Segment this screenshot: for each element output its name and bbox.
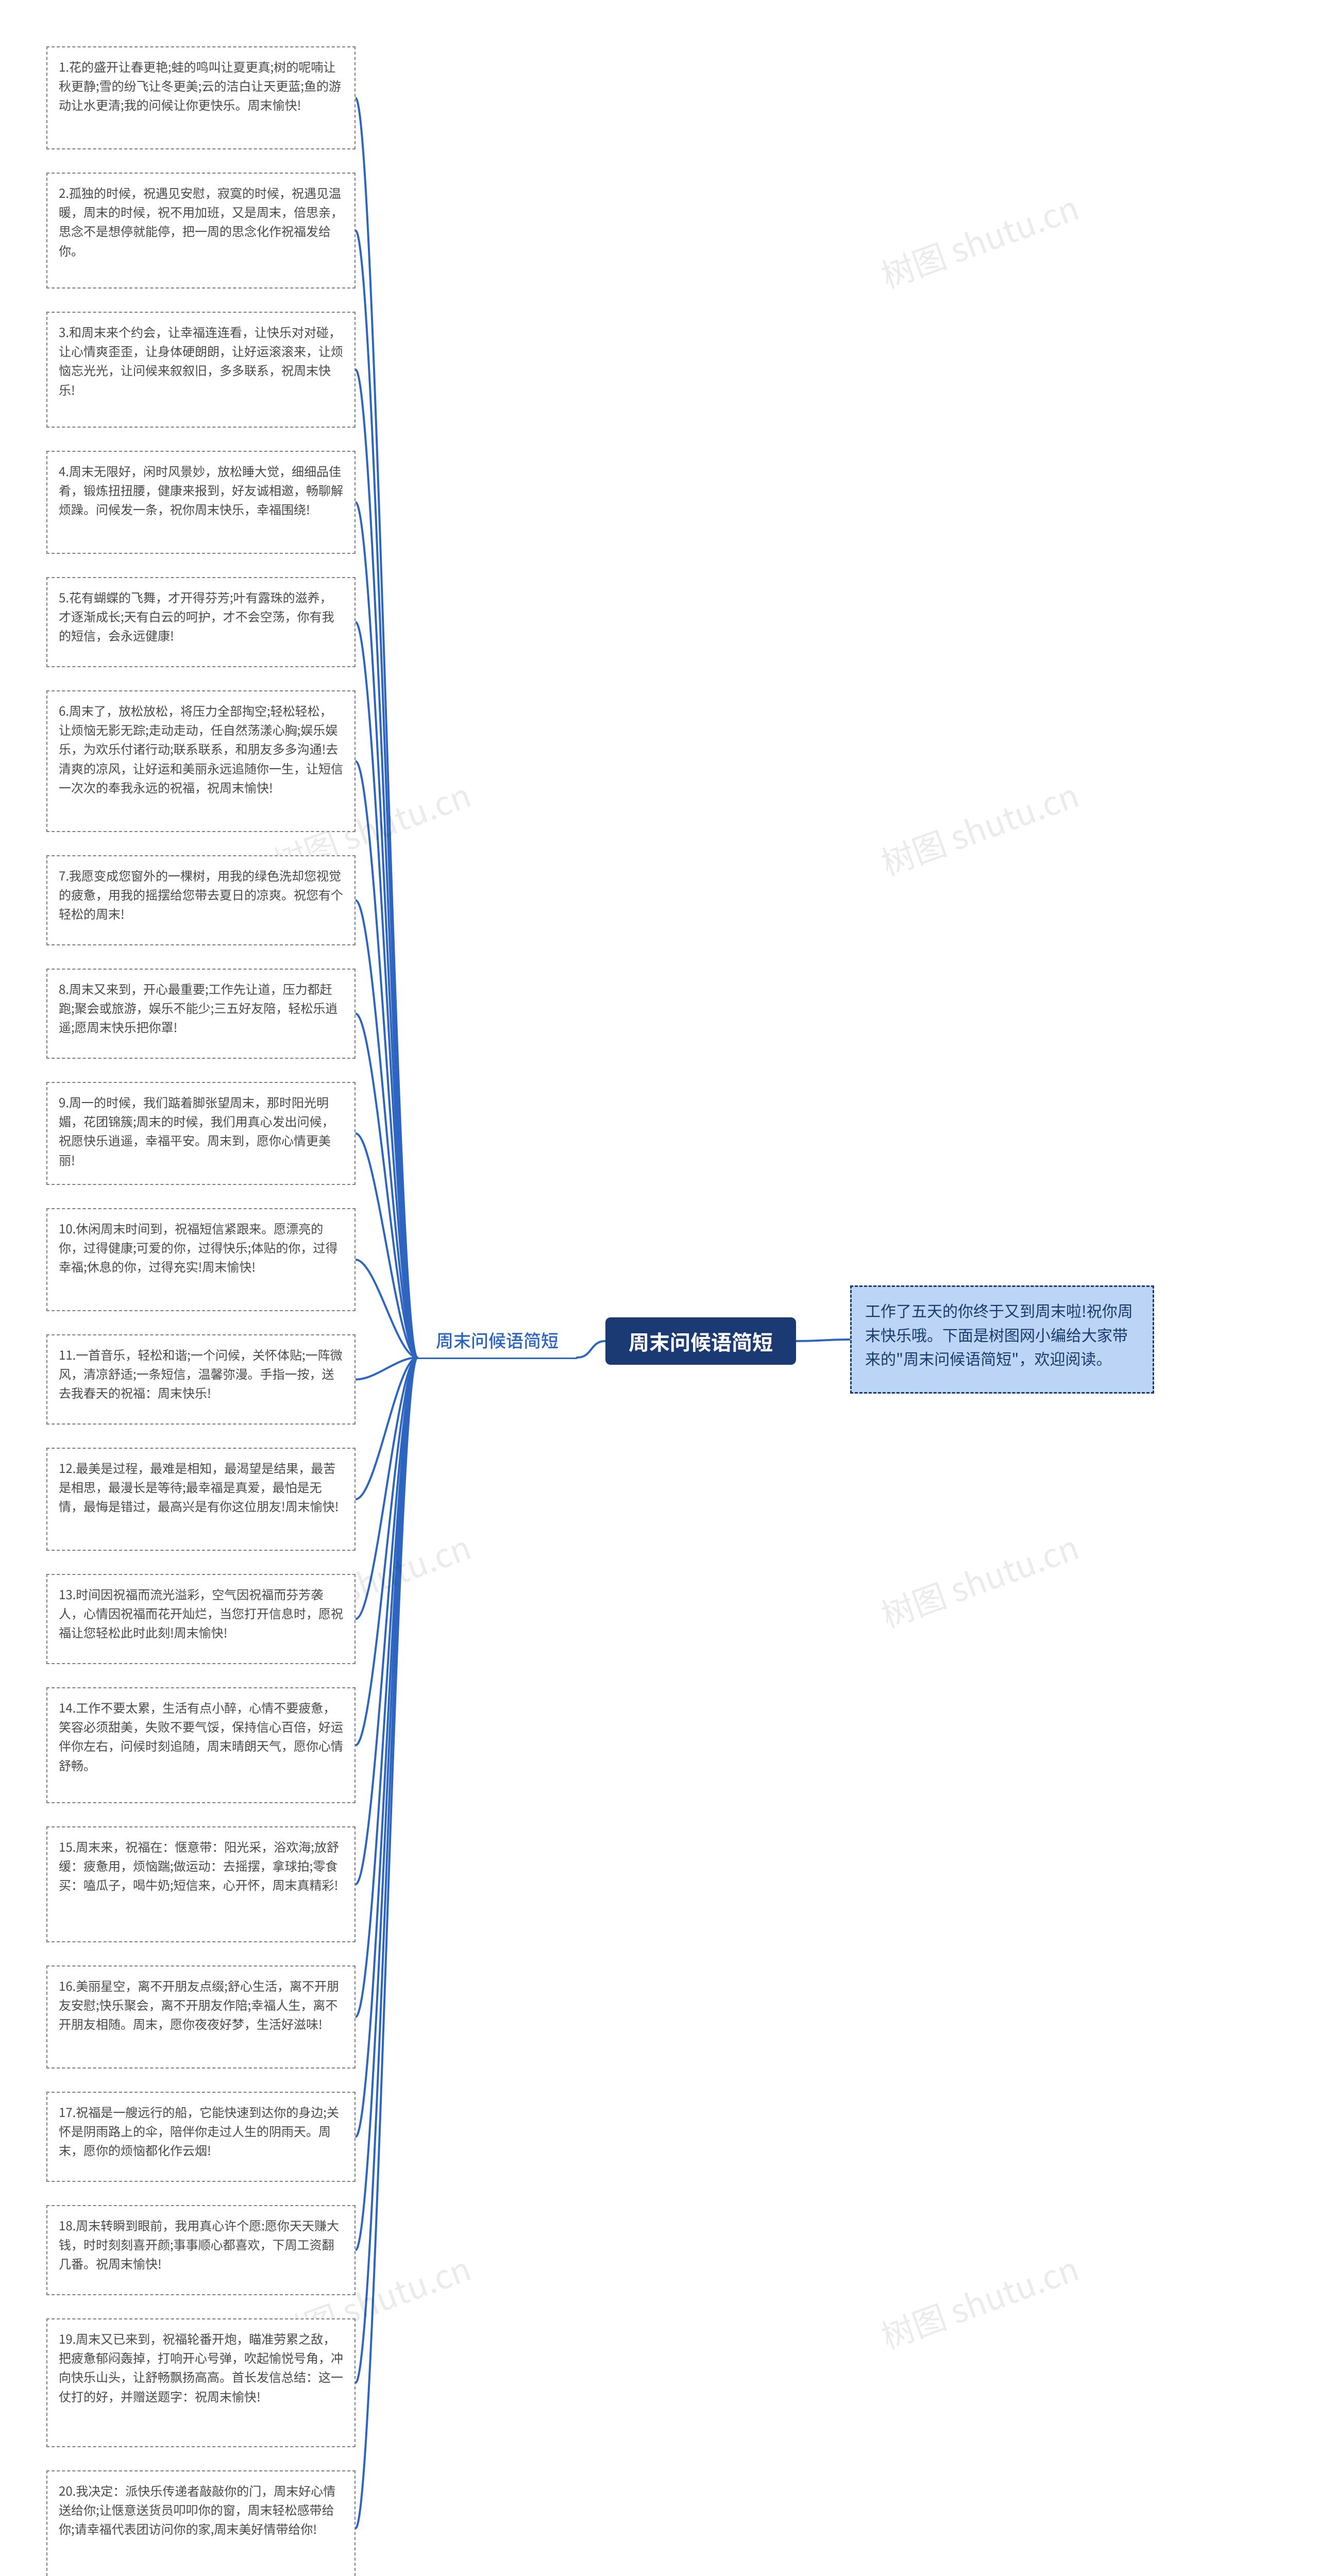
list-item: 19.周末又已来到，祝福轮番开炮，瞄准劳累之敌，把疲惫郁闷轰掉，打响开心号弹，吹… [46,2318,356,2447]
list-item: 15.周末来，祝福在：惬意带：阳光采，浴欢海;放舒缓：疲惫用，烦恼踹;做运动：去… [46,1826,356,1942]
list-item: 11.一首音乐，轻松和谐;一个问候，关怀体贴;一阵微风，清凉舒适;一条短信，温馨… [46,1334,356,1425]
list-item-text: 16.美丽星空，离不开朋友点缀;舒心生活，离不开朋友安慰;快乐聚会，离不开朋友作… [59,1976,339,2032]
list-item-text: 8.周末又来到，开心最重要;工作先让道，压力都赶跑;聚会或旅游，娱乐不能少;三五… [59,979,337,1036]
list-item-text: 13.时间因祝福而流光溢彩，空气因祝福而芬芳袭人，心情因祝福而花开灿烂，当您打开… [59,1585,343,1641]
central-topic-text: 周末问候语简短 [629,1326,773,1356]
list-item-text: 7.我愿变成您窗外的一棵树，用我的绿色洗却您视觉的疲惫，用我的摇摆给您带去夏日的… [59,866,343,922]
list-item: 13.时间因祝福而流光溢彩，空气因祝福而芬芳袭人，心情因祝福而花开灿烂，当您打开… [46,1574,356,1664]
intro-box: 工作了五天的你终于又到周末啦!祝你周末快乐哦。下面是树图网小编给大家带来的"周末… [850,1285,1154,1394]
list-item-text: 18.周末转瞬到眼前，我用真心许个愿:愿你天天赚大钱，时时刻刻喜开颜;事事顺心都… [59,2216,339,2272]
diagram-canvas: 周末问候语简短 周末问候语简短 工作了五天的你终于又到周末啦!祝你周末快乐哦。下… [0,0,1319,2576]
list-item: 1.花的盛开让春更艳;蛙的鸣叫让夏更真;树的呢喃让秋更静;雪的纷飞让冬更美;云的… [46,46,356,149]
list-item: 6.周末了，放松放松，将压力全部掏空;轻松轻松，让烦恼无影无踪;走动走动，任自然… [46,690,356,832]
list-item: 17.祝福是一艘远行的船，它能快速到达你的身边;关怀是阴雨路上的伞，陪伴你走过人… [46,2092,356,2182]
list-item-text: 19.周末又已来到，祝福轮番开炮，瞄准劳累之敌，把疲惫郁闷轰掉，打响开心号弹，吹… [59,2329,343,2405]
list-item-text: 4.周末无限好，闲时风景妙，放松睡大觉，细细品佳肴，锻炼扭扭腰，健康来报到，好友… [59,462,343,518]
list-item-text: 2.孤独的时候，祝遇见安慰，寂寞的时候，祝遇见温暖，周末的时候，祝不用加班，又是… [59,183,343,259]
list-item: 20.我决定：派快乐传递者敲敲你的门，周末好心情送给你;让惬意送货员叩叩你的窗，… [46,2470,356,2576]
list-item: 12.最美是过程，最难是相知，最渴望是结果，最苦是相思，最漫长是等待;最幸福是真… [46,1448,356,1551]
left-branch-underline [417,1358,577,1359]
list-item: 7.我愿变成您窗外的一棵树，用我的绿色洗却您视觉的疲惫，用我的摇摆给您带去夏日的… [46,855,356,945]
list-item-text: 12.最美是过程，最难是相知，最渴望是结果，最苦是相思，最漫长是等待;最幸福是真… [59,1459,339,1515]
list-item: 3.和周末来个约会，让幸福连连看，让快乐对对碰，让心情爽歪歪，让身体硬朗朗，让好… [46,312,356,428]
list-item: 14.工作不要太累，生活有点小醉，心情不要疲惫，笑容必须甜美，失败不要气馁，保持… [46,1687,356,1803]
list-item: 2.孤独的时候，祝遇见安慰，寂寞的时候，祝遇见温暖，周末的时候，祝不用加班，又是… [46,173,356,289]
list-item-text: 15.周末来，祝福在：惬意带：阳光采，浴欢海;放舒缓：疲惫用，烦恼踹;做运动：去… [59,1837,339,1893]
list-item: 9.周一的时候，我们踮着脚张望周末，那时阳光明媚，花团锦簇;周末的时候，我们用真… [46,1082,356,1185]
central-topic-node: 周末问候语简短 [605,1317,796,1365]
list-item-text: 1.花的盛开让春更艳;蛙的鸣叫让夏更真;树的呢喃让秋更静;雪的纷飞让冬更美;云的… [59,57,341,113]
left-branch-label-text: 周末问候语简短 [436,1327,559,1352]
list-item-text: 10.休闲周末时间到，祝福短信紧跟来。愿漂亮的你，过得健康;可爱的你，过得快乐;… [59,1219,337,1275]
left-branch-label: 周末问候语简短 [417,1321,577,1358]
list-item: 18.周末转瞬到眼前，我用真心许个愿:愿你天天赚大钱，时时刻刻喜开颜;事事顺心都… [46,2205,356,2295]
list-item: 16.美丽星空，离不开朋友点缀;舒心生活，离不开朋友安慰;快乐聚会，离不开朋友作… [46,1965,356,2069]
list-item: 8.周末又来到，开心最重要;工作先让道，压力都赶跑;聚会或旅游，娱乐不能少;三五… [46,969,356,1059]
list-item-text: 5.花有蝴蝶的飞舞，才开得芬芳;叶有露珠的滋养，才逐渐成长;天有白云的呵护，才不… [59,588,334,644]
list-item-text: 11.一首音乐，轻松和谐;一个问候，关怀体贴;一阵微风，清凉舒适;一条短信，温馨… [59,1345,343,1401]
list-item-text: 6.周末了，放松放松，将压力全部掏空;轻松轻松，让烦恼无影无踪;走动走动，任自然… [59,701,343,796]
list-item-text: 17.祝福是一艘远行的船，它能快速到达你的身边;关怀是阴雨路上的伞，陪伴你走过人… [59,2103,339,2159]
intro-text: 工作了五天的你终于又到周末啦!祝你周末快乐哦。下面是树图网小编给大家带来的"周末… [865,1299,1133,1369]
list-item: 5.花有蝴蝶的飞舞，才开得芬芳;叶有露珠的滋养，才逐渐成长;天有白云的呵护，才不… [46,577,356,667]
list-item-text: 20.我决定：派快乐传递者敲敲你的门，周末好心情送给你;让惬意送货员叩叩你的窗，… [59,2481,335,2537]
list-item-text: 14.工作不要太累，生活有点小醉，心情不要疲惫，笑容必须甜美，失败不要气馁，保持… [59,1698,343,1774]
list-item: 10.休闲周末时间到，祝福短信紧跟来。愿漂亮的你，过得健康;可爱的你，过得快乐;… [46,1208,356,1311]
list-item-text: 3.和周末来个约会，让幸福连连看，让快乐对对碰，让心情爽歪歪，让身体硬朗朗，让好… [59,323,343,398]
list-item: 4.周末无限好，闲时风景妙，放松睡大觉，细细品佳肴，锻炼扭扭腰，健康来报到，好友… [46,451,356,554]
list-item-text: 9.周一的时候，我们踮着脚张望周末，那时阳光明媚，花团锦簇;周末的时候，我们用真… [59,1093,334,1168]
